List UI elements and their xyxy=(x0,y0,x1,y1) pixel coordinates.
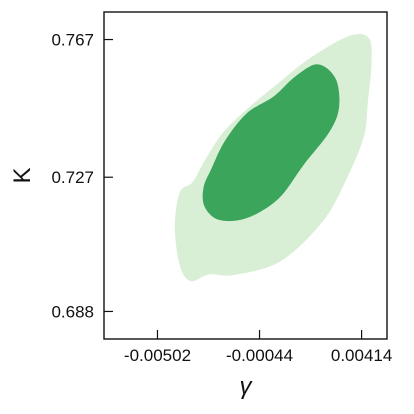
x-axis: -0.00502 -0.00044 0.00414 xyxy=(124,330,392,365)
y-tick-label: 0.688 xyxy=(51,302,94,321)
contour-inner xyxy=(202,64,340,222)
y-axis-label: K xyxy=(9,167,36,183)
x-axis-label: γ xyxy=(240,373,254,400)
contour-layer xyxy=(174,33,372,282)
y-axis: 0.767 0.727 0.688 xyxy=(51,31,113,321)
x-tick-label: -0.00044 xyxy=(226,346,293,365)
y-tick-label: 0.767 xyxy=(51,31,94,50)
x-tick-label: -0.00502 xyxy=(124,346,191,365)
y-tick-label: 0.727 xyxy=(51,168,94,187)
plot-frame xyxy=(103,11,388,340)
x-tick-label: 0.00414 xyxy=(331,346,392,365)
